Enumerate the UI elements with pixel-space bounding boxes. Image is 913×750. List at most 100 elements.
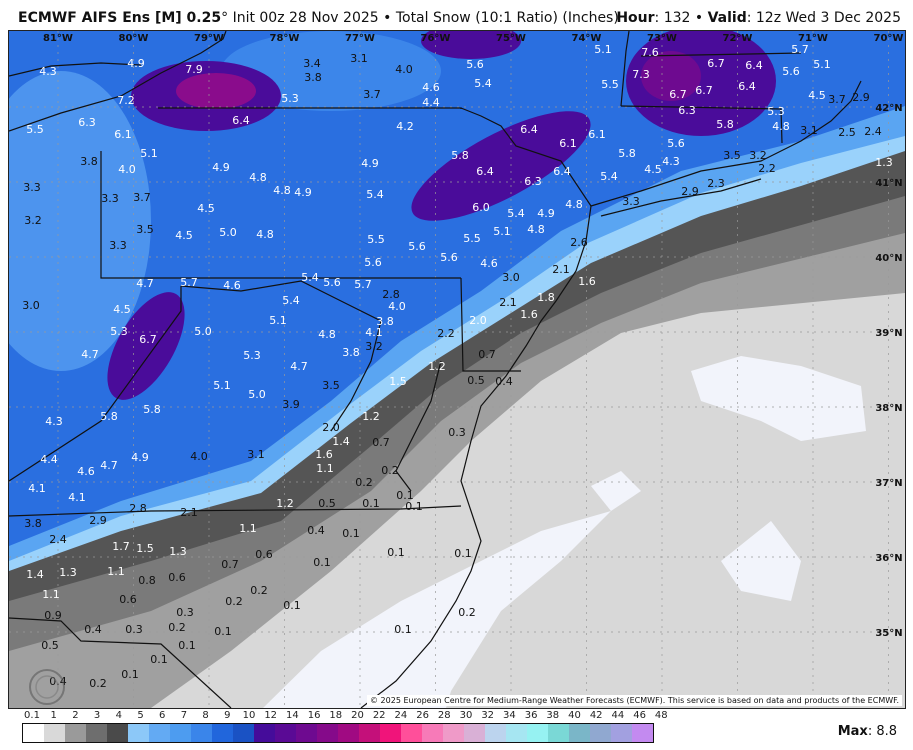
snowfall-value-label: 6.1: [559, 137, 577, 150]
snowfall-value-label: 1.5: [389, 375, 407, 388]
snowfall-value-label: 4.9: [212, 161, 230, 174]
snowfall-value-label: 5.6: [466, 58, 484, 71]
snowfall-value-label: 3.0: [502, 271, 520, 284]
legend-tick-label: 0.1: [24, 710, 40, 721]
snowfall-value-label: 5.8: [100, 410, 118, 423]
legend-swatch: [212, 724, 233, 742]
snowfall-value-label: 5.3: [281, 92, 299, 105]
legend-tick-label: 5: [137, 710, 144, 721]
snowfall-value-label: 5.6: [408, 240, 426, 253]
snowfall-value-label: 5.5: [601, 78, 619, 91]
snowfall-value-label: 6.4: [520, 123, 538, 136]
snowfall-value-label: 4.2: [396, 120, 414, 133]
legend-tick-label: 16: [307, 710, 321, 721]
snowfall-value-label: 3.2: [365, 340, 383, 353]
snowfall-value-label: 4.7: [100, 459, 118, 472]
logo-swirl-icon: [29, 669, 65, 705]
snowfall-value-label: 6.4: [553, 165, 571, 178]
legend-swatch: [443, 724, 464, 742]
trace-free-offshore: [591, 471, 641, 511]
snowfall-value-label: 7.3: [632, 68, 650, 81]
snowfall-value-label: 0.2: [225, 595, 243, 608]
snowfall-value-label: 4.3: [662, 155, 680, 168]
latitude-label: 40°N: [875, 253, 902, 264]
legend-tick-label: 32: [481, 710, 495, 721]
snowfall-value-label: 4.5: [808, 89, 826, 102]
snowfall-value-label: 4.9: [131, 451, 149, 464]
snowfall-value-label: 4.8: [256, 228, 274, 241]
snowfall-value-label: 5.0: [219, 226, 237, 239]
snowfall-value-label: 0.1: [394, 623, 412, 636]
snowfall-value-label: 0.7: [221, 558, 239, 571]
legend-tick-label: 42: [589, 710, 603, 721]
snowfall-value-label: 2.3: [707, 177, 725, 190]
snowfall-value-label: 4.4: [422, 96, 440, 109]
snowfall-value-label: 5.4: [600, 170, 618, 183]
snowfall-value-label: 5.1: [269, 314, 287, 327]
lake-erie-shoreline: [9, 31, 227, 132]
snowfall-value-label: 0.5: [318, 497, 336, 510]
snowfall-value-label: 3.7: [828, 93, 846, 106]
heavy-snow-ny: [421, 31, 521, 59]
snowfall-value-label: 4.0: [118, 163, 136, 176]
snowfall-value-label: 7.6: [641, 46, 659, 59]
snowfall-value-label: 5.6: [323, 276, 341, 289]
trace-free-offshore: [721, 521, 801, 601]
snowfall-value-label: 0.9: [44, 609, 62, 622]
model-name: ECMWF AIFS Ens [M] 0.25: [18, 10, 222, 26]
snowfall-value-label: 1.4: [26, 568, 44, 581]
legend-tick-label: 30: [459, 710, 473, 721]
snowfall-value-label: 3.8: [376, 315, 394, 328]
snowfall-value-label: 4.8: [527, 223, 545, 236]
snowfall-value-label: 1.2: [362, 410, 380, 423]
snowfall-value-label: 4.6: [422, 81, 440, 94]
legend-tick-label: 6: [159, 710, 166, 721]
snowfall-value-label: 2.4: [49, 533, 67, 546]
snowfall-value-label: 4.8: [318, 328, 336, 341]
snowfall-value-label: 1.3: [59, 566, 77, 579]
valid-label: Valid: [707, 10, 747, 26]
copyright-notice: © 2025 European Centre for Medium-Range …: [367, 695, 902, 706]
legend-swatch: [170, 724, 191, 742]
legend-tick-label: 48: [654, 710, 668, 721]
max-number: : 8.8: [867, 724, 897, 739]
heavy-snow-new-england-core: [641, 51, 701, 101]
legend-swatch: [23, 724, 44, 742]
hour-label: Hour: [616, 10, 655, 26]
legend-tick-label: 1: [50, 710, 57, 721]
snowfall-value-label: 6.7: [139, 333, 157, 346]
snow-band-light-west: [9, 71, 151, 371]
valid-time: Hour: 132 • Valid: 12z Wed 3 Dec 2025: [616, 10, 901, 26]
snowfall-value-label: 1.7: [112, 540, 130, 553]
snowfall-value-label: 0.2: [168, 621, 186, 634]
legend-swatch: [632, 724, 653, 742]
snowfall-value-label: 5.5: [367, 233, 385, 246]
snowfall-value-label: 3.1: [247, 448, 265, 461]
legend-tick-label: 9: [224, 710, 231, 721]
snowfall-value-label: 6.7: [695, 84, 713, 97]
snowfall-value-label: 4.6: [480, 257, 498, 270]
latitude-label: 36°N: [875, 553, 902, 564]
legend-swatch: [380, 724, 401, 742]
longitude-label: 78°W: [270, 33, 300, 44]
legend-swatch: [86, 724, 107, 742]
legend-tick-label: 18: [329, 710, 343, 721]
snowfall-value-label: 0.4: [307, 524, 325, 537]
snowfall-value-label: 5.1: [140, 147, 158, 160]
va-nc-border: [9, 505, 462, 517]
snowfall-value-label: 4.8: [565, 198, 583, 211]
map-description: Init 00z 28 Nov 2025 • Total Snow (10:1 …: [232, 10, 619, 26]
snowfall-value-label: 4.5: [197, 202, 215, 215]
lake-erie-north-shoreline: [9, 62, 142, 77]
legend-swatch: [275, 724, 296, 742]
snowfall-value-label: 4.0: [388, 300, 406, 313]
snowfall-value-label: 0.7: [478, 348, 496, 361]
snowfall-value-label: 0.3: [448, 426, 466, 439]
pa-nj-border: [460, 107, 592, 207]
legend-tick-label: 10: [242, 710, 256, 721]
snowfall-value-label: 5.6: [782, 65, 800, 78]
snowfall-value-label: 5.4: [507, 207, 525, 220]
snowfall-value-label: 3.8: [80, 155, 98, 168]
snowfall-value-label: 3.5: [723, 149, 741, 162]
snowfall-value-label: 2.4: [864, 125, 882, 138]
